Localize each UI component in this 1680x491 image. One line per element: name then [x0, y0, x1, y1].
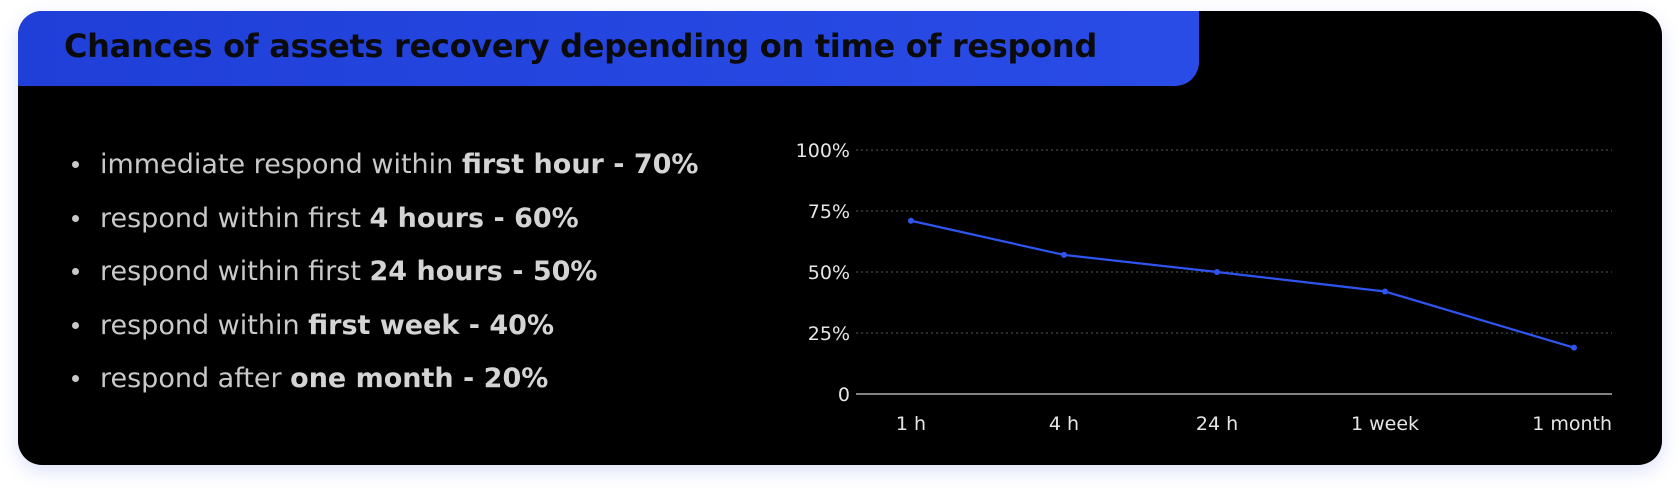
title-banner: Chances of assets recovery depending on …: [18, 11, 1199, 86]
data-point: [1061, 251, 1067, 258]
bullet-text: respond within first: [100, 202, 370, 234]
chart-card: Chances of assets recovery depending on …: [18, 11, 1662, 465]
list-item: respond within first 4 hours - 60%: [70, 201, 699, 255]
bullet-text: respond within: [100, 309, 309, 341]
list-item: respond within first week - 40%: [70, 308, 699, 362]
x-tick-label: 24 h: [1196, 413, 1238, 435]
bullet-bold-text: first hour - 70%: [461, 149, 699, 180]
data-point: [1382, 288, 1388, 295]
recovery-bullet-list: immediate respond within first hour - 70…: [70, 147, 699, 415]
x-tick-label: 1 week: [1351, 413, 1419, 435]
y-tick-label: 0: [838, 384, 850, 406]
bullet-bold-text: one month - 20%: [290, 363, 549, 394]
series-line: [909, 219, 1576, 349]
bullet-icon: [72, 161, 79, 168]
list-item: respond within first 24 hours - 50%: [70, 254, 699, 308]
bullet-icon: [72, 214, 79, 222]
y-tick-label: 25%: [808, 323, 850, 345]
page-title: Chances of assets recovery depending on …: [64, 27, 1097, 65]
data-point: [1571, 344, 1577, 351]
bullet-text: respond after: [100, 363, 291, 394]
list-item: immediate respond within first hour - 70…: [70, 147, 699, 201]
x-tick-label: 1 month: [1532, 413, 1612, 435]
bullet-text: respond within first: [100, 256, 370, 287]
bullet-icon: [72, 321, 79, 329]
data-point: [1214, 269, 1220, 275]
y-tick-label: 50%: [808, 262, 850, 284]
line-chart: 100% 75% 50% 25% 0 1 h 4 h 24 h 1 week 1 month: [796, 140, 1612, 435]
bullet-text: immediate respond within: [100, 149, 462, 180]
bullet-bold-text: 24 hours - 50%: [369, 256, 598, 287]
bullet-icon: [72, 375, 79, 382]
data-point: [908, 217, 914, 224]
bullet-bold-text: first week - 40%: [308, 309, 555, 341]
y-tick-label: 75%: [808, 201, 850, 223]
y-tick-label: 100%: [796, 140, 850, 162]
bullet-icon: [72, 268, 79, 275]
x-tick-label: 1 h: [896, 413, 926, 435]
x-tick-label: 4 h: [1049, 413, 1079, 435]
bullet-bold-text: 4 hours - 60%: [369, 202, 579, 234]
list-item: respond after one month - 20%: [70, 361, 699, 415]
